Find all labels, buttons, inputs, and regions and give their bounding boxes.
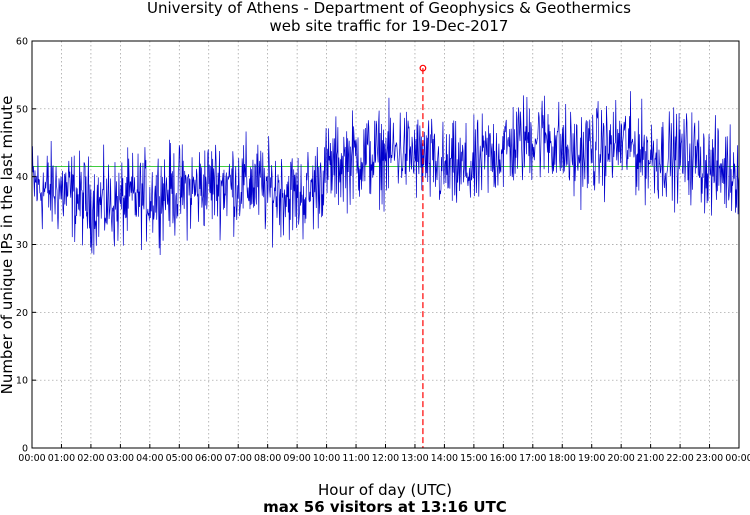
series-layer	[31, 91, 740, 255]
x-tick-label: 11:00	[342, 453, 369, 464]
x-tick-label: 15:00	[460, 453, 487, 464]
x-tick-label: 23:00	[696, 453, 723, 464]
chart-title: University of Athens - Department of Geo…	[147, 0, 631, 17]
x-tick-label: 10:00	[313, 453, 340, 464]
x-tick-label: 13:00	[401, 453, 428, 464]
x-tick-label: 04:00	[136, 453, 163, 464]
y-tick-label: 0	[22, 444, 28, 455]
x-tick-label: 01:00	[48, 453, 75, 464]
x-tick-label: 00:00	[18, 453, 45, 464]
chart-caption: max 56 visitors at 13:16 UTC	[263, 498, 507, 515]
x-tick-label: 00:00	[725, 453, 750, 464]
max-marker-layer	[419, 64, 427, 448]
traffic-series-line	[31, 91, 740, 255]
y-tick-label: 30	[16, 240, 28, 251]
y-tick-label: 40	[16, 172, 28, 183]
x-tick-label: 20:00	[607, 453, 634, 464]
x-tick-label: 06:00	[195, 453, 222, 464]
max-marker-point	[419, 64, 427, 72]
x-tick-label: 21:00	[637, 453, 664, 464]
x-tick-label: 02:00	[77, 453, 104, 464]
grid	[31, 40, 740, 449]
x-tick-label: 14:00	[431, 453, 458, 464]
x-tick-label: 07:00	[225, 453, 252, 464]
x-tick-label: 03:00	[107, 453, 134, 464]
y-tick-label: 60	[16, 37, 28, 48]
chart-subtitle: web site traffic for 19-Dec-2017	[270, 17, 509, 35]
x-tick-label: 12:00	[372, 453, 399, 464]
x-axis-label: Hour of day (UTC)	[318, 481, 452, 499]
tick-labels: 00:00 01:00 02:00 03:00 04:00 05:00 06:00 07:00…	[16, 37, 750, 465]
x-tick-label: 16:00	[490, 453, 517, 464]
x-tick-label: 19:00	[578, 453, 605, 464]
x-tick-label: 17:00	[519, 453, 546, 464]
x-tick-label: 09:00	[283, 453, 310, 464]
x-tick-label: 08:00	[254, 453, 281, 464]
y-tick-label: 50	[16, 104, 28, 115]
x-tick-label: 22:00	[666, 453, 693, 464]
y-tick-label: 10	[16, 376, 28, 387]
y-tick-label: 20	[16, 308, 28, 319]
y-axis-label: Number of unique IPs in the last minute	[0, 96, 16, 395]
x-tick-label: 18:00	[549, 453, 576, 464]
x-tick-label: 05:00	[166, 453, 193, 464]
